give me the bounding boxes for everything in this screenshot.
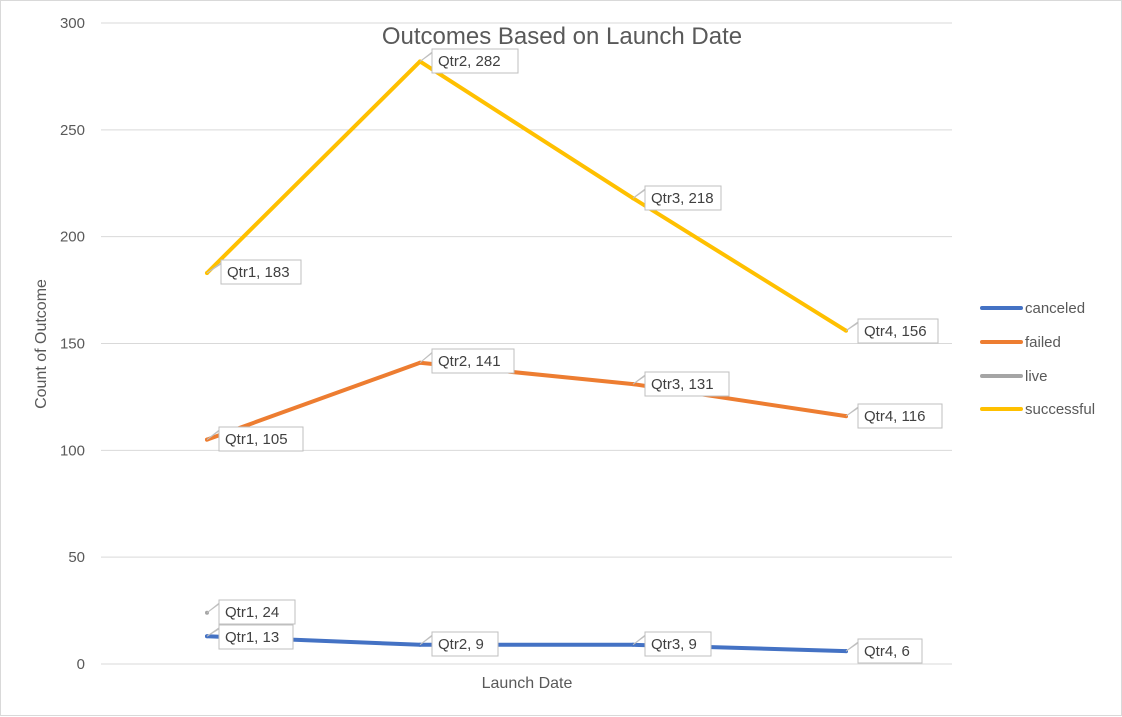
callout-box: [218, 426, 304, 452]
data-label-text: Qtr1, 24: [225, 604, 279, 621]
callout-box: [857, 638, 923, 664]
callout-box: [644, 371, 730, 397]
data-label-failed: Qtr4, 116: [845, 403, 943, 429]
data-label-live: Qtr1, 24: [206, 599, 296, 625]
legend-item-canceled[interactable]: canceled: [980, 300, 1085, 317]
callout-box: [220, 259, 302, 285]
callout-box: [431, 348, 515, 374]
data-label-text: Qtr2, 9: [438, 636, 484, 653]
data-label-text: Qtr3, 9: [651, 636, 697, 653]
legend-label: failed: [1025, 334, 1061, 351]
gridlines: [101, 22, 952, 665]
chart-title: Outcomes Based on Launch Date: [382, 23, 742, 50]
data-label-successful: Qtr3, 218: [632, 185, 722, 211]
data-label-text: Qtr2, 141: [438, 353, 501, 370]
y-tick-label: 100: [60, 442, 85, 459]
data-label-canceled: Qtr3, 9: [632, 631, 712, 657]
callout-box: [644, 185, 722, 211]
data-label-failed: Qtr1, 105: [206, 426, 304, 452]
data-label-failed: Qtr2, 141: [419, 348, 515, 374]
series-line-successful: [205, 59, 848, 333]
series-lines: [205, 59, 848, 654]
legend-label: successful: [1025, 401, 1095, 418]
legend-item-successful[interactable]: successful: [980, 401, 1095, 418]
legend: canceled failed live successful: [980, 300, 1095, 418]
callout-box: [857, 318, 939, 344]
data-label-successful: Qtr4, 156: [845, 318, 939, 344]
series-line-failed: [205, 360, 848, 442]
series-line-canceled: [205, 634, 848, 654]
data-label-text: Qtr1, 105: [225, 431, 288, 448]
data-label-canceled: Qtr2, 9: [419, 631, 499, 657]
data-label-canceled: Qtr1, 13: [206, 624, 294, 650]
y-axis-title: Count of Outcome: [33, 279, 50, 409]
data-label-successful: Qtr1, 183: [206, 259, 302, 285]
y-tick-label: 300: [60, 15, 85, 32]
callout-box: [218, 624, 294, 650]
data-label-text: Qtr4, 6: [864, 643, 910, 660]
legend-label: canceled: [1025, 300, 1085, 317]
data-label-text: Qtr1, 13: [225, 629, 279, 646]
callout-box: [431, 631, 499, 657]
callout-pointer: [206, 624, 224, 637]
data-label-successful: Qtr2, 282: [419, 48, 519, 74]
legend-label: live: [1025, 368, 1048, 385]
y-tick-label: 200: [60, 229, 85, 246]
legend-item-failed[interactable]: failed: [980, 334, 1061, 351]
y-tick-label: 0: [77, 656, 85, 673]
y-tick-label: 250: [60, 122, 85, 139]
data-label-text: Qtr4, 156: [864, 323, 927, 340]
callout-box: [857, 403, 943, 429]
callout-box: [218, 599, 296, 625]
legend-item-live[interactable]: live: [980, 368, 1048, 385]
callout-box: [644, 631, 712, 657]
data-label-canceled: Qtr4, 6: [845, 638, 923, 664]
data-label-text: Qtr3, 131: [651, 376, 714, 393]
data-label-text: Qtr3, 218: [651, 190, 714, 207]
y-tick-label: 150: [60, 336, 85, 353]
y-tick-label: 50: [68, 549, 85, 566]
data-labels: Qtr1, 13 Qtr2, 9 Qtr3, 9 Qtr4, 6 Qtr1, 105 Qt…: [206, 48, 943, 664]
data-label-text: Qtr1, 183: [227, 264, 290, 281]
callout-box: [431, 48, 519, 74]
data-label-text: Qtr4, 116: [864, 408, 925, 425]
callout-pointer: [845, 638, 863, 652]
data-label-text: Qtr2, 282: [438, 53, 501, 70]
y-tick-labels: 0 50 100 150 200 250 300: [60, 15, 85, 673]
data-label-failed: Qtr3, 131: [632, 371, 730, 397]
x-axis-title: Launch Date: [482, 675, 573, 692]
callout-pointer: [419, 348, 437, 364]
